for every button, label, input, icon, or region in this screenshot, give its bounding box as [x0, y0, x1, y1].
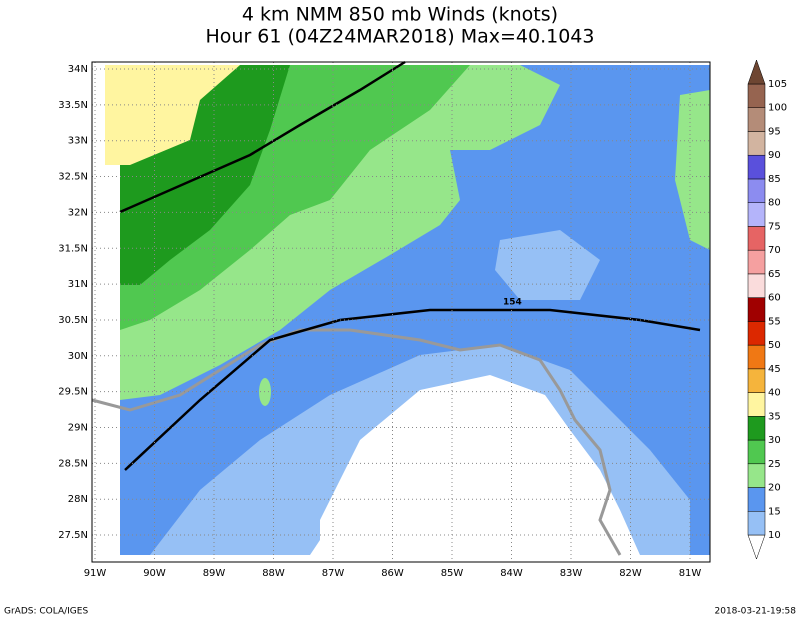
colorbar-label: 55 — [768, 316, 781, 327]
y-tick-label: 33.5N — [58, 100, 88, 111]
colorbar-label: 95 — [768, 126, 781, 137]
colorbar: 10 15 20 25 30 35 40 45 50 55 60 65 70 75 80 85 90 95 100 1… — [747, 59, 787, 560]
subtitle: Hour 61 (04Z24MAR2018) Max=40.1043 — [206, 26, 595, 48]
colorbar-label: 105 — [768, 79, 787, 90]
y-tick-label: 29.5N — [58, 387, 88, 398]
colorbar-box — [747, 178, 766, 203]
colorbar-label: 80 — [768, 198, 781, 209]
y-tick-label: 28N — [68, 494, 88, 505]
colorbar-label: 10 — [768, 530, 781, 541]
y-tick-label: 32N — [68, 207, 88, 218]
title: 4 km NMM 850 mb Winds (knots) — [242, 4, 558, 26]
x-tick-label: 88W — [262, 568, 285, 579]
colorbar-box — [747, 154, 766, 180]
y-tick-label: 29N — [68, 423, 88, 434]
x-tick-label: 91W — [84, 568, 107, 579]
colorbar-label: 65 — [768, 269, 781, 280]
colorbar-label: 90 — [768, 150, 781, 161]
y-tick-label: 30.5N — [58, 315, 88, 326]
colorbar-label: 35 — [768, 411, 781, 422]
colorbar-label: 70 — [768, 245, 781, 256]
colorbar-box — [747, 226, 766, 251]
colorbar-label: 20 — [768, 483, 781, 494]
colorbar-label: 50 — [768, 340, 781, 351]
colorbar-box — [747, 249, 766, 275]
colorbar-label: 30 — [768, 435, 781, 446]
y-tick-label: 34N — [68, 64, 88, 75]
map-frame — [91, 61, 711, 563]
colorbar-box — [747, 202, 766, 227]
contour-label: 154 — [503, 298, 522, 308]
colorbar-label: 60 — [768, 293, 781, 304]
colorbar-box — [747, 392, 766, 417]
footer-right: 2018-03-21-19:58 — [715, 607, 797, 617]
y-tick-label: 28.5N — [58, 458, 88, 469]
colorbar-box — [747, 439, 766, 465]
x-tick-label: 85W — [441, 568, 464, 579]
grid — [92, 62, 710, 562]
colorbar-label: 25 — [768, 459, 781, 470]
colorbar-box — [747, 344, 766, 370]
x-tick-label: 86W — [381, 568, 404, 579]
colorbar-triangle — [747, 59, 766, 85]
jet-line — [119, 60, 406, 214]
colorbar-label: 15 — [768, 506, 781, 517]
colorbar-box — [747, 131, 766, 156]
colorbar-triangle — [747, 534, 766, 560]
y-tick-label: 30N — [68, 351, 88, 362]
colorbar-box — [747, 487, 766, 512]
colorbar-box — [747, 273, 766, 298]
footer-left: GrADS: COLA/IGES — [4, 607, 88, 617]
colorbar-box — [747, 416, 766, 441]
colorbar-label: 75 — [768, 221, 781, 232]
map-fill — [105, 65, 710, 555]
y-tick-label: 31N — [68, 279, 88, 290]
x-tick-label: 90W — [143, 568, 166, 579]
colorbar-label: 100 — [768, 103, 787, 114]
colorbar-box — [747, 297, 766, 322]
x-tick-label: 81W — [679, 568, 702, 579]
colorbar-label: 85 — [768, 174, 781, 185]
x-tick-label: 89W — [203, 568, 226, 579]
x-tick-label: 82W — [619, 568, 642, 579]
y-tick-label: 31.5N — [58, 243, 88, 254]
x-tick-label: 87W — [322, 568, 345, 579]
colorbar-box — [747, 368, 766, 393]
x-tick-label: 83W — [560, 568, 583, 579]
y-tick-label: 32.5N — [58, 172, 88, 183]
colorbar-box — [747, 107, 766, 132]
coastline — [91, 328, 622, 556]
colorbar-box — [747, 463, 766, 488]
colorbar-box — [747, 83, 766, 108]
y-tick-label: 33N — [68, 136, 88, 147]
colorbar-label: 45 — [768, 364, 781, 375]
colorbar-label: 40 — [768, 388, 781, 399]
y-tick-label: 27.5N — [58, 530, 88, 541]
x-tick-label: 84W — [500, 568, 523, 579]
colorbar-box — [747, 511, 766, 536]
jet-line — [124, 308, 701, 471]
colorbar-box — [747, 321, 766, 346]
